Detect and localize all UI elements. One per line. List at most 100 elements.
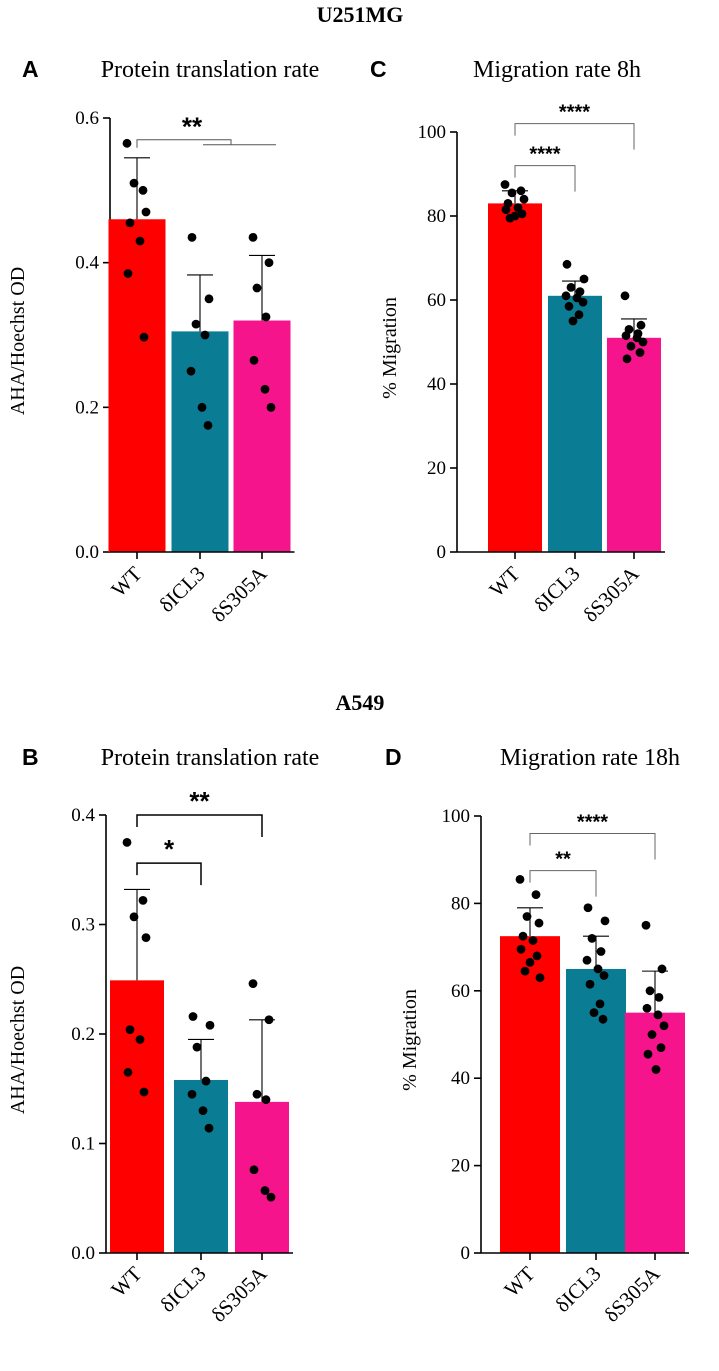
panel-b-y-axis-title: AHA/Hoechst OD — [7, 966, 29, 1114]
panel-d-sig-bracket — [529, 870, 597, 897]
panel-c-data-point — [561, 291, 571, 301]
panel-a-data-point — [139, 332, 149, 342]
panel-c-data-point — [636, 320, 646, 330]
panel-d-data-point — [643, 1049, 653, 1059]
panel-a-data-point — [123, 269, 133, 278]
panel-c-data-point — [500, 180, 510, 189]
panel-a-y-tick-label: 0.4 — [75, 253, 99, 274]
panel-d-y-tick-label: 80 — [451, 893, 470, 914]
panel-b-data-point — [205, 1020, 215, 1030]
panel-c-y-tick-label: 0 — [437, 542, 447, 563]
panel-a-y-axis-title: AHA/Hoechst OD — [7, 267, 29, 415]
panel-b: B Protein translation rate 0.0 0.1 0.2 0.3 0.4… — [7, 744, 319, 1327]
charts-layer: A Protein translation rate 0.0 0.2 0.4 0.6 AHA… — [7, 56, 689, 1327]
panel-b-sig-label: * — [164, 834, 175, 864]
panel-c-sig-bracket — [514, 123, 635, 150]
panel-d-data-point — [535, 973, 545, 983]
panel-d-data-point — [593, 964, 603, 974]
panel-b-data-point — [138, 896, 148, 905]
panel-c-data-point — [638, 337, 648, 347]
panel-b-bar — [174, 1079, 228, 1253]
panel-c-data-point — [516, 186, 526, 196]
panel-d-bar — [625, 1012, 685, 1253]
panel-c-y-axis-title: % Migration — [379, 297, 401, 399]
panel-a-category-label: δS305A — [206, 561, 272, 627]
panel-b-data-point — [139, 1087, 149, 1097]
panel-c-sig-label: **** — [559, 102, 590, 124]
panel-c-category-label: δS305A — [578, 561, 644, 627]
panel-d-data-point — [642, 1003, 652, 1013]
panel-d-data-point — [585, 979, 595, 989]
panel-b-sig-bracket — [136, 814, 263, 837]
panel-c-data-point — [626, 341, 636, 351]
panel-b-data-point — [122, 837, 132, 847]
panel-a-category-label: WT — [106, 561, 146, 601]
panel-c-letter: C — [370, 56, 387, 82]
panel-b-data-point — [192, 1042, 202, 1052]
panel-b-letter: B — [22, 744, 39, 770]
panel-b-data-point — [261, 1095, 271, 1105]
panel-a-y-tick-label: 0.2 — [75, 397, 99, 418]
panel-c-y-tick-label: 40 — [427, 374, 446, 395]
panel-d-letter: D — [385, 744, 402, 770]
panel-d-y-tick-label: 0 — [461, 1243, 471, 1264]
panel-d-data-point — [518, 931, 528, 941]
panel-c-data-point — [513, 203, 523, 213]
panel-d-data-point — [600, 916, 610, 926]
panel-a-data-point — [197, 402, 207, 412]
panel-a-data-point — [122, 138, 132, 148]
panel-a-data-point — [200, 330, 210, 340]
panel-d-title: Migration rate 18h — [500, 745, 680, 771]
panel-b-sig-label: ** — [189, 786, 210, 816]
panel-b-data-point — [123, 1067, 133, 1077]
panel-b-data-point — [187, 1089, 197, 1099]
panel-d-sig-bracket — [529, 832, 656, 860]
panel-b-data-point — [249, 1165, 259, 1175]
panel-a-data-point — [261, 312, 271, 322]
row-title-a549: A549 — [336, 690, 385, 715]
panel-a-data-point — [129, 178, 139, 188]
panel-a-letter: A — [22, 56, 39, 82]
panel-d-y-tick-label: 60 — [451, 981, 470, 1002]
panel-c-category-label: WT — [484, 561, 524, 601]
panel-d-data-point — [589, 1008, 599, 1018]
panel-d-data-point — [641, 920, 651, 930]
panel-d-data-point — [582, 955, 592, 965]
panel-a-data-point — [125, 218, 135, 228]
panel-a-data-point — [138, 185, 148, 195]
panel-d-data-point — [532, 951, 542, 961]
panel-d-sig-label: **** — [577, 811, 608, 833]
panel-c-sig-bracket — [514, 165, 576, 192]
panel-d-data-point — [515, 874, 525, 884]
panel-b-bar — [110, 980, 164, 1253]
panel-d-data-point — [583, 903, 593, 913]
panel-b-category-label: δICL3 — [155, 1262, 210, 1317]
panel-a-y-tick-label: 0.6 — [75, 108, 99, 129]
panel-d-y-tick-label: 40 — [451, 1068, 470, 1089]
panel-b-data-point — [252, 1089, 262, 1099]
panel-a-data-point — [252, 283, 262, 293]
panel-c-bar — [548, 295, 602, 552]
panel-c-category-label: δICL3 — [529, 562, 584, 617]
panel-a-sig-bracket — [136, 139, 232, 148]
panel-c-data-point — [517, 209, 527, 219]
panel-c-y-tick-label: 100 — [418, 122, 447, 143]
panel-b-category-label: WT — [106, 1261, 146, 1301]
panel-c-sig-label: **** — [529, 144, 560, 166]
panel-d-data-point — [653, 1010, 663, 1020]
panel-c-data-point — [621, 331, 631, 341]
panel-c-bar — [488, 203, 542, 552]
panel-b-category-label: δS305A — [206, 1261, 272, 1327]
panel-d-data-point — [659, 1021, 669, 1031]
panel-c-y-tick-label: 20 — [427, 458, 446, 479]
panel-d-data-point — [516, 944, 526, 954]
panel-c-data-point — [622, 354, 632, 364]
panel-a-bar — [233, 320, 291, 552]
panel-b-data-point — [198, 1106, 208, 1116]
panel-c-data-point — [620, 291, 630, 301]
panel-a-data-point — [249, 355, 259, 365]
panel-d-bar — [500, 936, 560, 1253]
panel-b-y-tick-label: 0.0 — [71, 1243, 95, 1264]
panel-d-data-point — [522, 912, 532, 921]
panel-d-data-point — [595, 999, 605, 1009]
